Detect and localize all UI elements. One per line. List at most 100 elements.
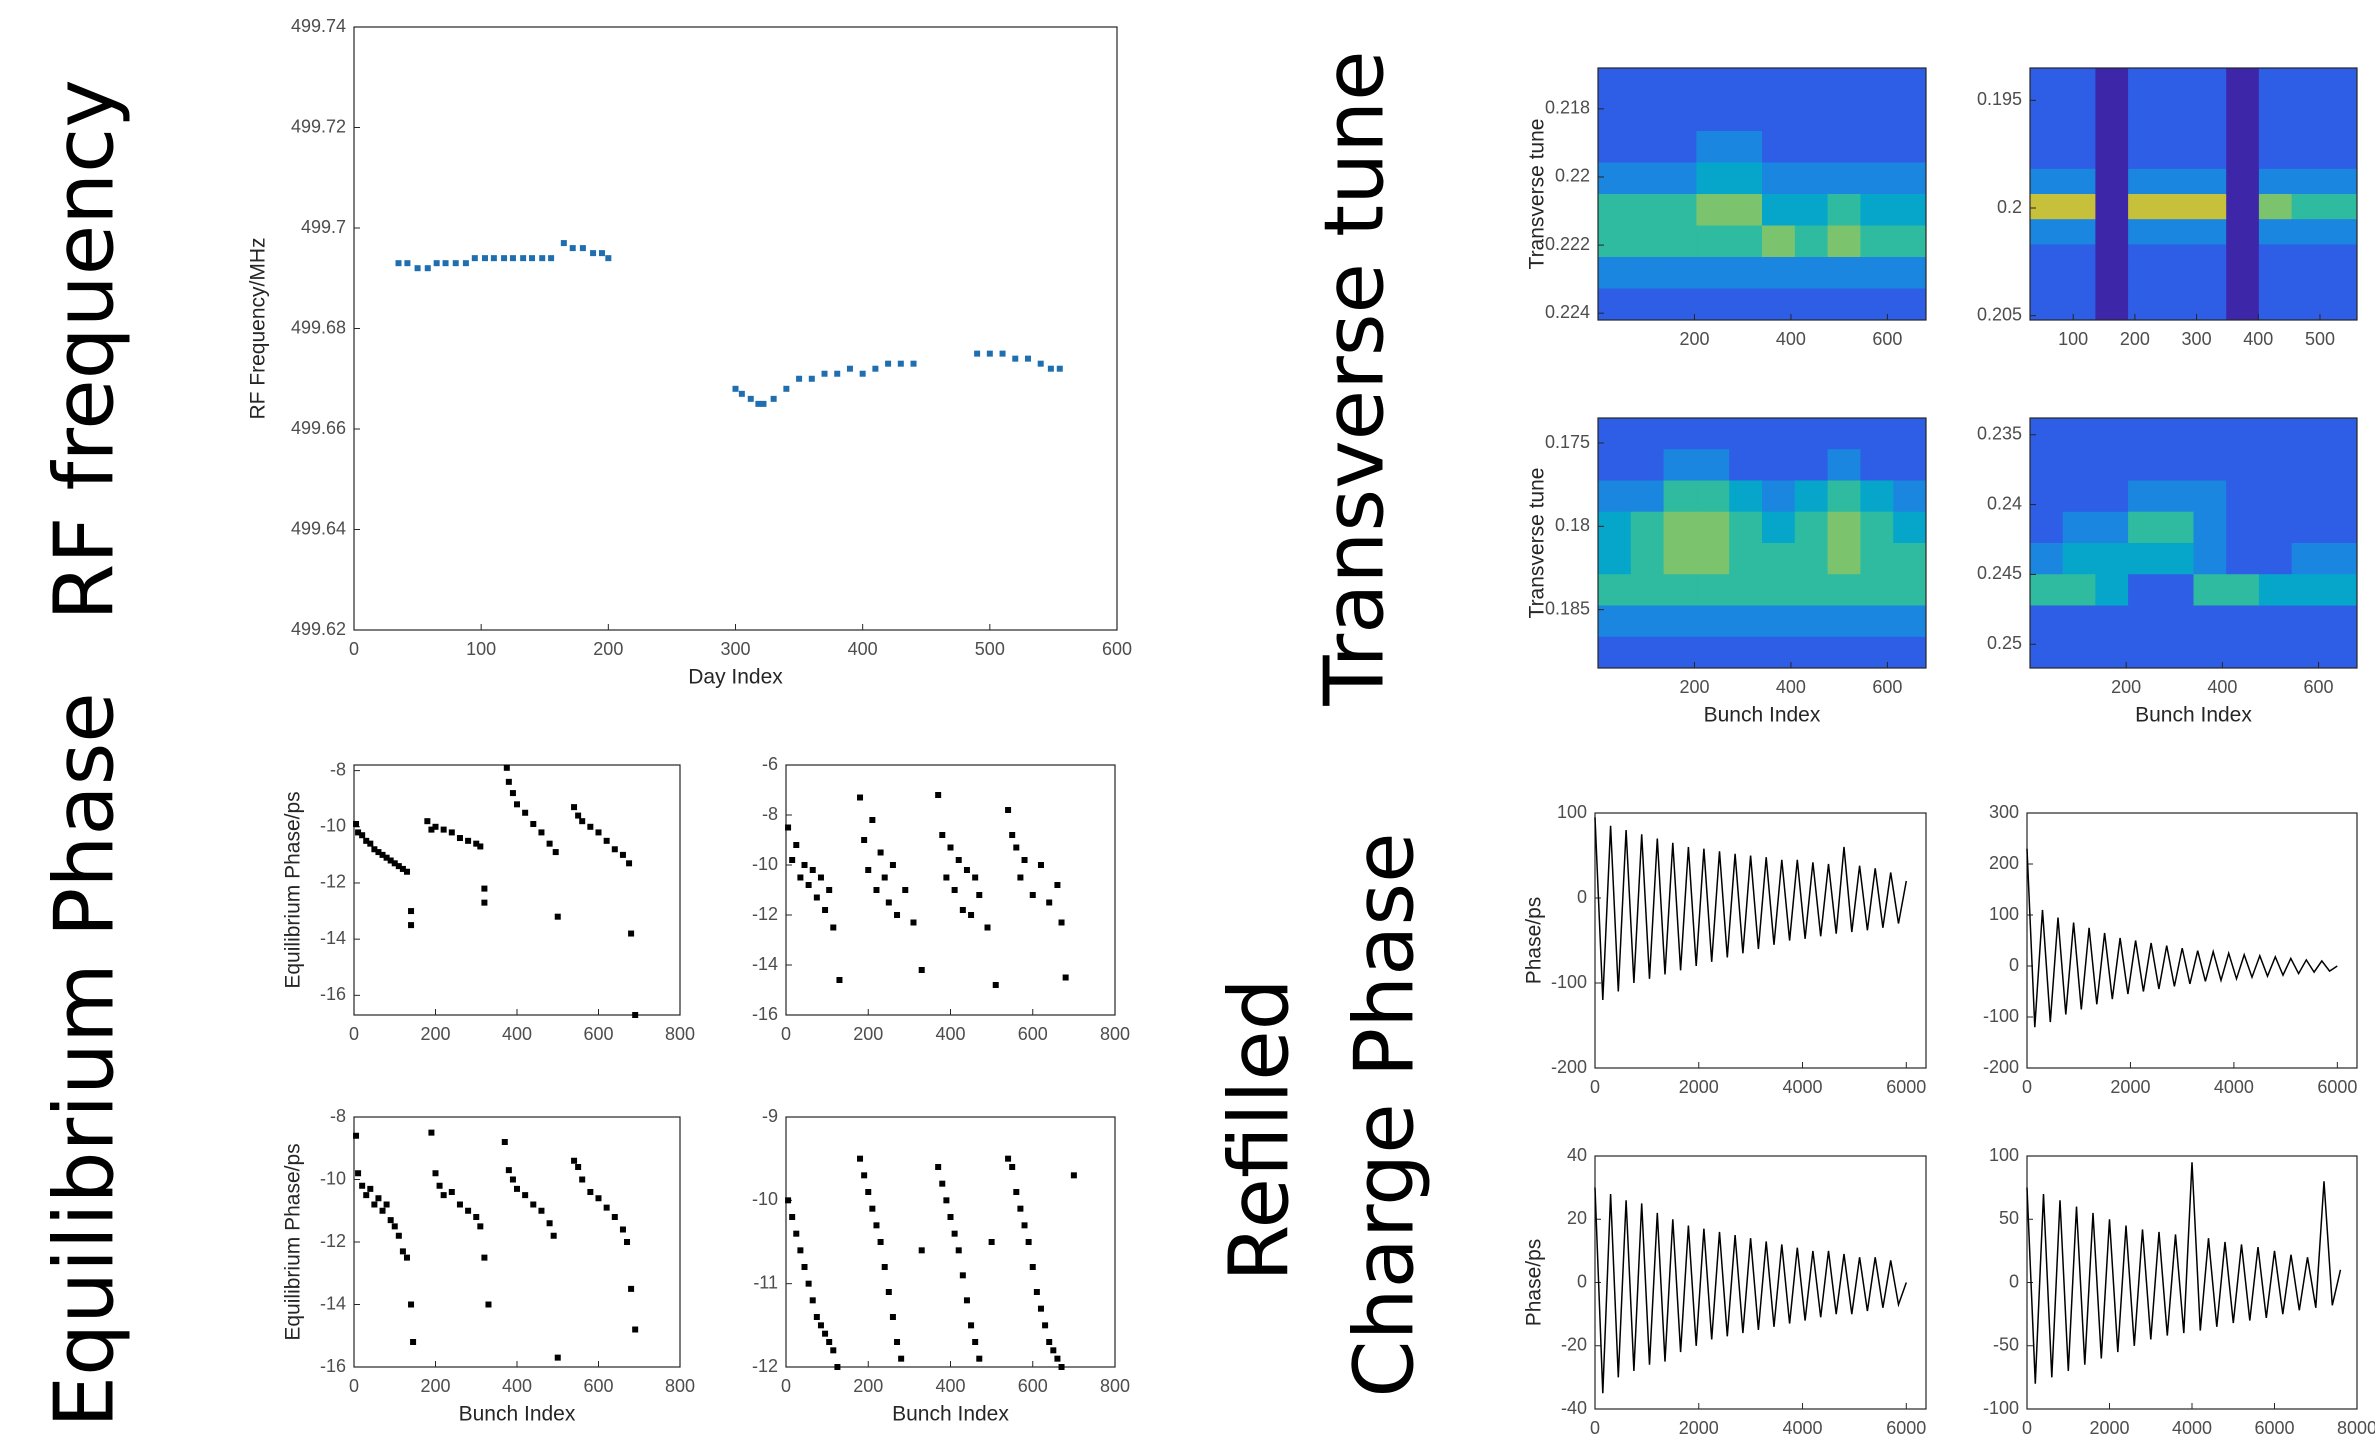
heatmap-cell <box>2062 194 2096 220</box>
point <box>968 1322 975 1329</box>
heatmap-cell <box>1598 543 1632 575</box>
heatmap-cell <box>1827 511 1861 544</box>
point <box>885 1289 892 1295</box>
heatmap-cell <box>2291 480 2325 513</box>
y-tick-label: 0 <box>2009 955 2019 975</box>
x-tick-label: 200 <box>853 1376 883 1396</box>
heatmap-cell <box>1696 99 1730 132</box>
point <box>490 255 497 262</box>
y-tick-label: 0.25 <box>1987 633 2022 653</box>
heatmap-cell <box>1893 543 1927 575</box>
heatmap-cell <box>2095 93 2129 119</box>
heatmap-cell <box>1598 480 1632 513</box>
point <box>1005 807 1012 813</box>
heatmap-cell <box>2291 511 2325 544</box>
heatmap-cell <box>2160 449 2194 481</box>
heatmap-cell <box>2160 294 2194 321</box>
series-line <box>2026 1162 2342 1384</box>
heatmap-cell <box>1598 636 1632 669</box>
point <box>505 778 512 785</box>
point <box>575 812 582 819</box>
heatmap-cell <box>2258 543 2293 575</box>
point <box>359 1182 366 1189</box>
heatmap-cell <box>2193 294 2227 321</box>
heatmap-cell <box>2193 244 2227 271</box>
point <box>371 1201 378 1208</box>
point <box>624 1239 631 1245</box>
point <box>503 764 510 771</box>
heatmap-cell <box>2324 418 2358 450</box>
heatmap-cell <box>1893 131 1927 163</box>
point <box>943 1197 950 1204</box>
point <box>976 892 983 898</box>
x-tick-label: 400 <box>502 1376 532 1396</box>
heatmap-cell <box>1729 194 1763 226</box>
heatmap-cell <box>1663 449 1697 481</box>
x-tick-label: 100 <box>466 639 496 659</box>
x-tick-label: 6000 <box>1886 1418 1926 1438</box>
point <box>387 857 394 864</box>
heatmap-cell <box>1696 605 1730 638</box>
heatmap-cell <box>2062 68 2096 94</box>
point <box>747 395 754 402</box>
heatmap-cell <box>1762 636 1796 669</box>
heatmap-cell <box>1794 543 1829 575</box>
heatmap-cell <box>1630 605 1665 638</box>
heatmap-cell <box>1762 194 1796 226</box>
series-line <box>1594 1187 1908 1394</box>
point <box>440 826 447 833</box>
heatmap-cell <box>1762 288 1796 321</box>
heatmap-cell <box>2128 168 2162 195</box>
point <box>1017 874 1024 881</box>
x-tick-label: 2000 <box>2110 1077 2150 1097</box>
point <box>770 395 777 402</box>
point <box>963 867 970 873</box>
point <box>805 1280 812 1287</box>
y-axis-label: RF Frequency/MHz <box>247 237 270 419</box>
axes-frame <box>1597 67 1927 321</box>
heatmap-cell <box>1827 543 1861 575</box>
heatmap-cell <box>1663 418 1697 450</box>
heatmap-cell <box>2226 68 2260 94</box>
y-tick-label: 0.218 <box>1545 98 1590 118</box>
point <box>473 1214 480 1220</box>
point <box>552 849 559 856</box>
point <box>626 860 633 867</box>
heatmap-cell <box>1696 449 1730 481</box>
y-tick-label: 0.235 <box>1977 424 2022 444</box>
heatmap-cell <box>1598 288 1632 321</box>
axes-frame <box>2026 1155 2358 1410</box>
heatmap-cell <box>1893 636 1927 669</box>
y-tick-label: 0.245 <box>1977 563 2022 583</box>
side-label: Refilled <box>1212 978 1307 1281</box>
heatmap-cell <box>2095 194 2129 220</box>
point <box>830 1347 837 1354</box>
heatmap-cell <box>2291 93 2325 119</box>
heatmap-cell <box>2324 219 2358 245</box>
heatmap-cell <box>2291 244 2325 271</box>
heatmap-cell <box>2324 543 2358 575</box>
heatmap-cell <box>1729 225 1763 258</box>
heatmap-cell <box>2193 418 2227 450</box>
heatmap-cell <box>1630 162 1665 195</box>
heatmap-cell <box>1729 605 1763 638</box>
heatmap-cell <box>1630 68 1665 100</box>
heatmap-cell <box>2193 543 2227 575</box>
point <box>452 260 459 267</box>
heatmap-cell <box>1598 605 1632 638</box>
x-tick-label: 400 <box>2207 677 2237 697</box>
x-tick-label: 200 <box>1679 329 1709 349</box>
point <box>403 1254 410 1261</box>
point <box>473 840 480 847</box>
point <box>383 1201 390 1208</box>
heatmap-cell <box>2062 636 2096 669</box>
heatmap-cell <box>1630 511 1665 544</box>
point <box>501 255 508 262</box>
y-tick-label: -11 <box>753 1272 778 1292</box>
series-line <box>2026 848 2338 1028</box>
heatmap-cell <box>2030 449 2064 481</box>
heatmap-cell <box>1893 480 1927 513</box>
heatmap-cell <box>2258 294 2293 321</box>
point <box>910 360 917 367</box>
